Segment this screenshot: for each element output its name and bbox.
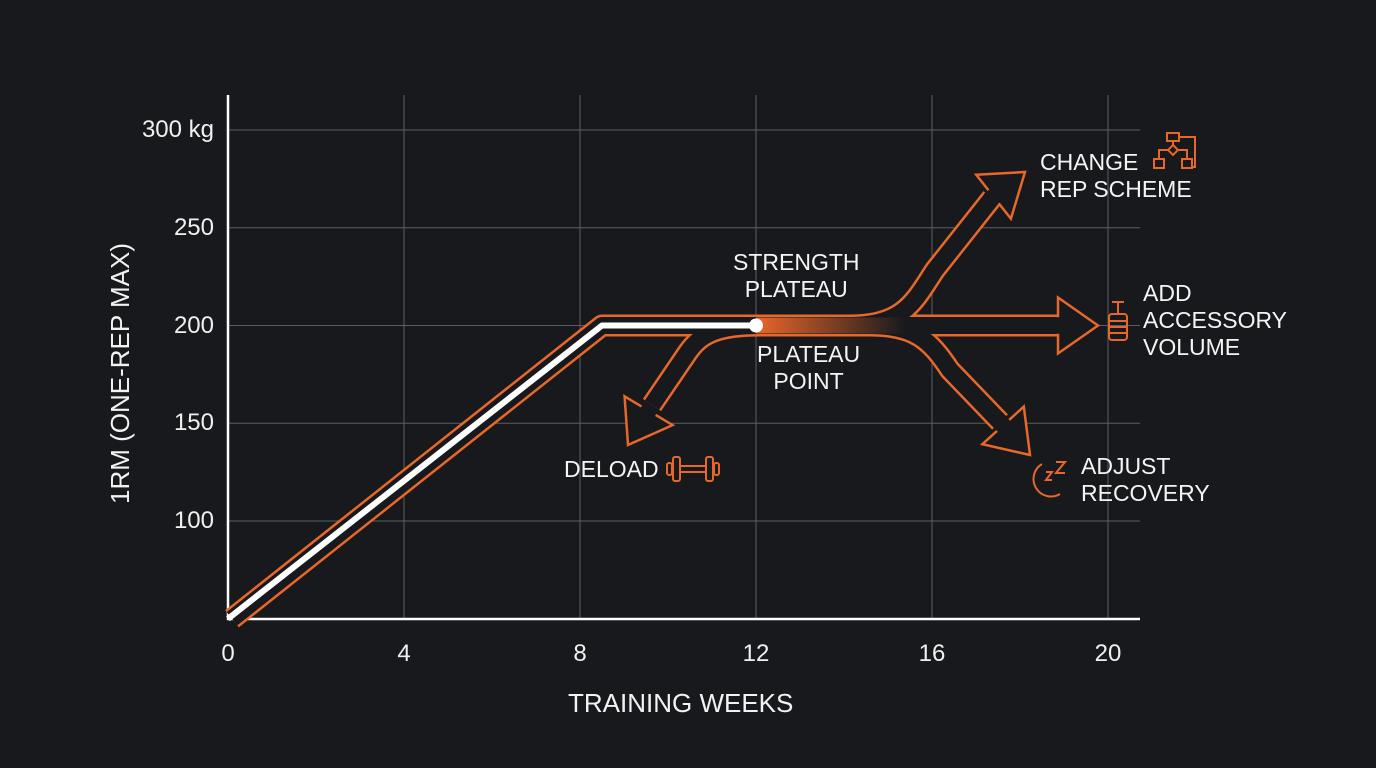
dumbbell-icon: [666, 456, 720, 482]
plateau-point-marker: [749, 318, 763, 333]
y-tick-label: 200: [173, 311, 214, 339]
add-accessory-volume-label: ADD ACCESSORY VOLUME: [1143, 280, 1288, 360]
arrowhead: [1056, 295, 1101, 356]
x-axis-label: TRAINING WEEKS: [568, 688, 794, 718]
deload-label: DELOAD: [564, 456, 659, 482]
x-tick-label: 12: [742, 640, 770, 667]
arrowhead-joint: [639, 401, 659, 418]
plateau-glow: [756, 317, 906, 334]
grid-lines: [228, 95, 1140, 619]
strength-plateau-label: STRENGTH PLATEAU: [733, 249, 860, 302]
x-tick-label: 20: [1094, 640, 1122, 667]
x-tick-label: 16: [918, 640, 946, 667]
flowchart-icon: [1153, 132, 1196, 169]
y-tick-label: 300 kg: [141, 116, 214, 143]
x-tick-label: 4: [397, 640, 411, 667]
series-line: [226, 322, 756, 622]
arrowhead-joint: [983, 188, 1002, 207]
x-tick-label: 8: [573, 640, 587, 667]
weight-stack-icon: [1108, 301, 1128, 341]
y-tick-label: 100: [173, 507, 214, 534]
strength-line: [226, 318, 763, 622]
y-axis-label: 1RM (ONE-REP MAX): [105, 243, 135, 504]
moon-sleep-icon: [1032, 461, 1068, 498]
adjust-recovery-label: ADJUST RECOVERY: [1081, 453, 1210, 506]
y-tick-label: 150: [173, 409, 214, 437]
axes: [226, 95, 1140, 621]
strategy-arrows: [225, 170, 1101, 628]
arrowhead-joint: [992, 415, 1012, 434]
x-tick-label: 0: [221, 640, 235, 667]
recovery-arrow-inner: [869, 317, 1007, 428]
plateau-point-label: PLATEAU POINT: [757, 341, 861, 394]
y-tick-label: 250: [173, 213, 214, 241]
change-rep-scheme-label: CHANGE REP SCHEME: [1040, 149, 1192, 202]
